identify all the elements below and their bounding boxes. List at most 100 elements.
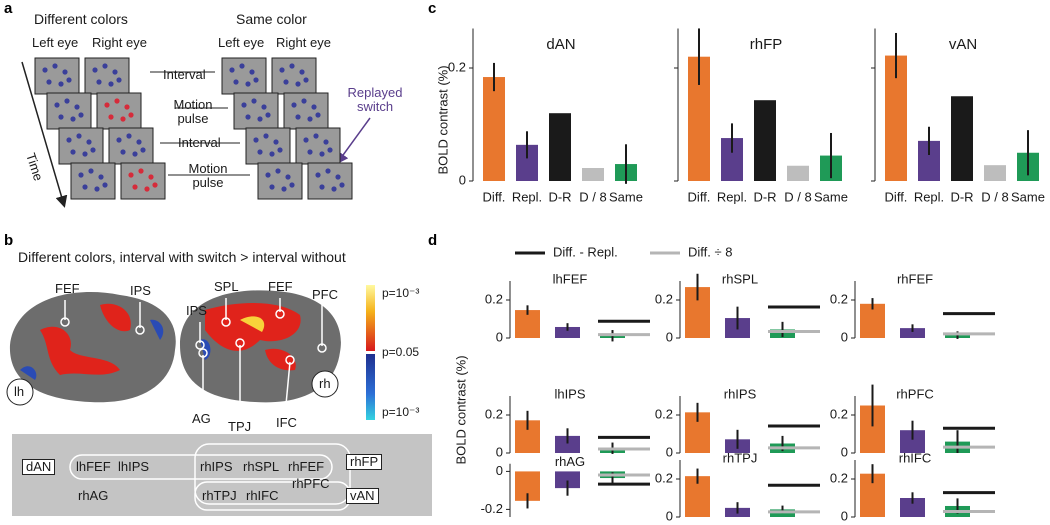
network-group: vAN [346, 488, 379, 504]
dot [275, 168, 281, 174]
network-node: lhFEF [76, 459, 111, 474]
screen [120, 162, 166, 200]
chart-title: lhIPS [554, 386, 585, 401]
dot [307, 116, 313, 122]
dot [58, 114, 64, 120]
bar [900, 498, 925, 517]
dot [319, 184, 325, 190]
x-tick-label: Diff. [885, 189, 908, 204]
dot [128, 172, 134, 178]
network-node: rhAG [78, 488, 109, 503]
y-tick-label: 0 [496, 444, 503, 459]
region-label: FEF [55, 281, 80, 296]
y-tick-label: 0.2 [448, 59, 466, 74]
bar [549, 113, 571, 181]
y-tick-label: 0.2 [485, 291, 503, 306]
dot [132, 184, 138, 190]
dot [263, 133, 269, 139]
chart-title: rhTPJ [723, 450, 758, 465]
dot [331, 186, 337, 192]
bar [582, 168, 604, 181]
y-tick-label: 0.2 [655, 470, 673, 485]
dot [152, 182, 158, 188]
dot [64, 98, 70, 104]
dot [138, 168, 144, 174]
y-tick-label: 0.2 [830, 406, 848, 421]
screen [233, 92, 279, 130]
dot [261, 104, 267, 110]
dot [108, 114, 114, 120]
chart-title: rhFEF [897, 271, 933, 286]
screen [257, 162, 303, 200]
bar [951, 96, 973, 181]
y-tick-label: 0 [841, 444, 848, 459]
screen [307, 162, 353, 200]
dot [70, 149, 76, 155]
x-tick-label: Diff. [483, 189, 506, 204]
dot [136, 139, 142, 145]
network-node: rhIPS [200, 459, 233, 474]
dot [66, 137, 72, 143]
x-tick-label: D-R [753, 189, 776, 204]
dot [144, 186, 150, 192]
dot [104, 102, 110, 108]
bar [984, 165, 1006, 181]
region-label: FEF [268, 279, 293, 294]
colorbar-label: p=10⁻³ [382, 286, 420, 300]
dot [257, 149, 263, 155]
dot [94, 186, 100, 192]
y-tick-label: 0.2 [655, 291, 673, 306]
dot [249, 69, 255, 75]
x-tick-label: D / 8 [981, 189, 1008, 204]
dot [52, 63, 58, 69]
dot [253, 137, 259, 143]
dot [241, 102, 247, 108]
dot [307, 149, 313, 155]
hemisphere-label: lh [14, 384, 25, 399]
rh-badge [311, 370, 339, 398]
network-node: rhPFC [292, 476, 330, 491]
dot [102, 182, 108, 188]
x-tick-label: Same [609, 189, 643, 204]
dot [335, 174, 341, 180]
eye-label: Right eye [92, 35, 147, 50]
dot [70, 116, 76, 122]
panel-label: c [428, 0, 437, 17]
dot [62, 69, 68, 75]
eye-label: Right eye [276, 35, 331, 50]
bar [516, 144, 538, 181]
x-tick-label: Repl. [512, 189, 542, 204]
region-label: PFC [312, 287, 338, 302]
x-tick-label: D-R [548, 189, 571, 204]
region-label: SPL [214, 279, 239, 294]
y-tick-label: 0 [459, 172, 466, 187]
chart-title: rhIPS [724, 386, 757, 401]
event-label: Motion pulse [173, 97, 213, 126]
network-outlines [69, 443, 351, 511]
dot [58, 81, 64, 87]
dot [229, 67, 235, 73]
bar [900, 430, 925, 453]
dot [269, 184, 275, 190]
eye-label: Left eye [218, 35, 265, 50]
y-axis-label: BOLD contrast (%) [453, 355, 468, 464]
dot [74, 104, 80, 110]
dot [265, 112, 271, 118]
screen [245, 127, 291, 165]
y-tick-label: 0 [841, 329, 848, 344]
legend-label: Diff. ÷ 8 [688, 244, 732, 259]
dot [301, 98, 307, 104]
colorbar-label: p=0.05 [382, 345, 420, 359]
dot [108, 81, 114, 87]
panel-label: a [4, 0, 13, 17]
dot [120, 149, 126, 155]
bar [900, 328, 925, 338]
dot [269, 151, 275, 157]
x-tick-label: Repl. [717, 189, 747, 204]
dot [325, 168, 331, 174]
chart-title: rhFP [750, 36, 783, 53]
chart-title: lhFEF [553, 271, 588, 286]
dot [96, 79, 102, 85]
